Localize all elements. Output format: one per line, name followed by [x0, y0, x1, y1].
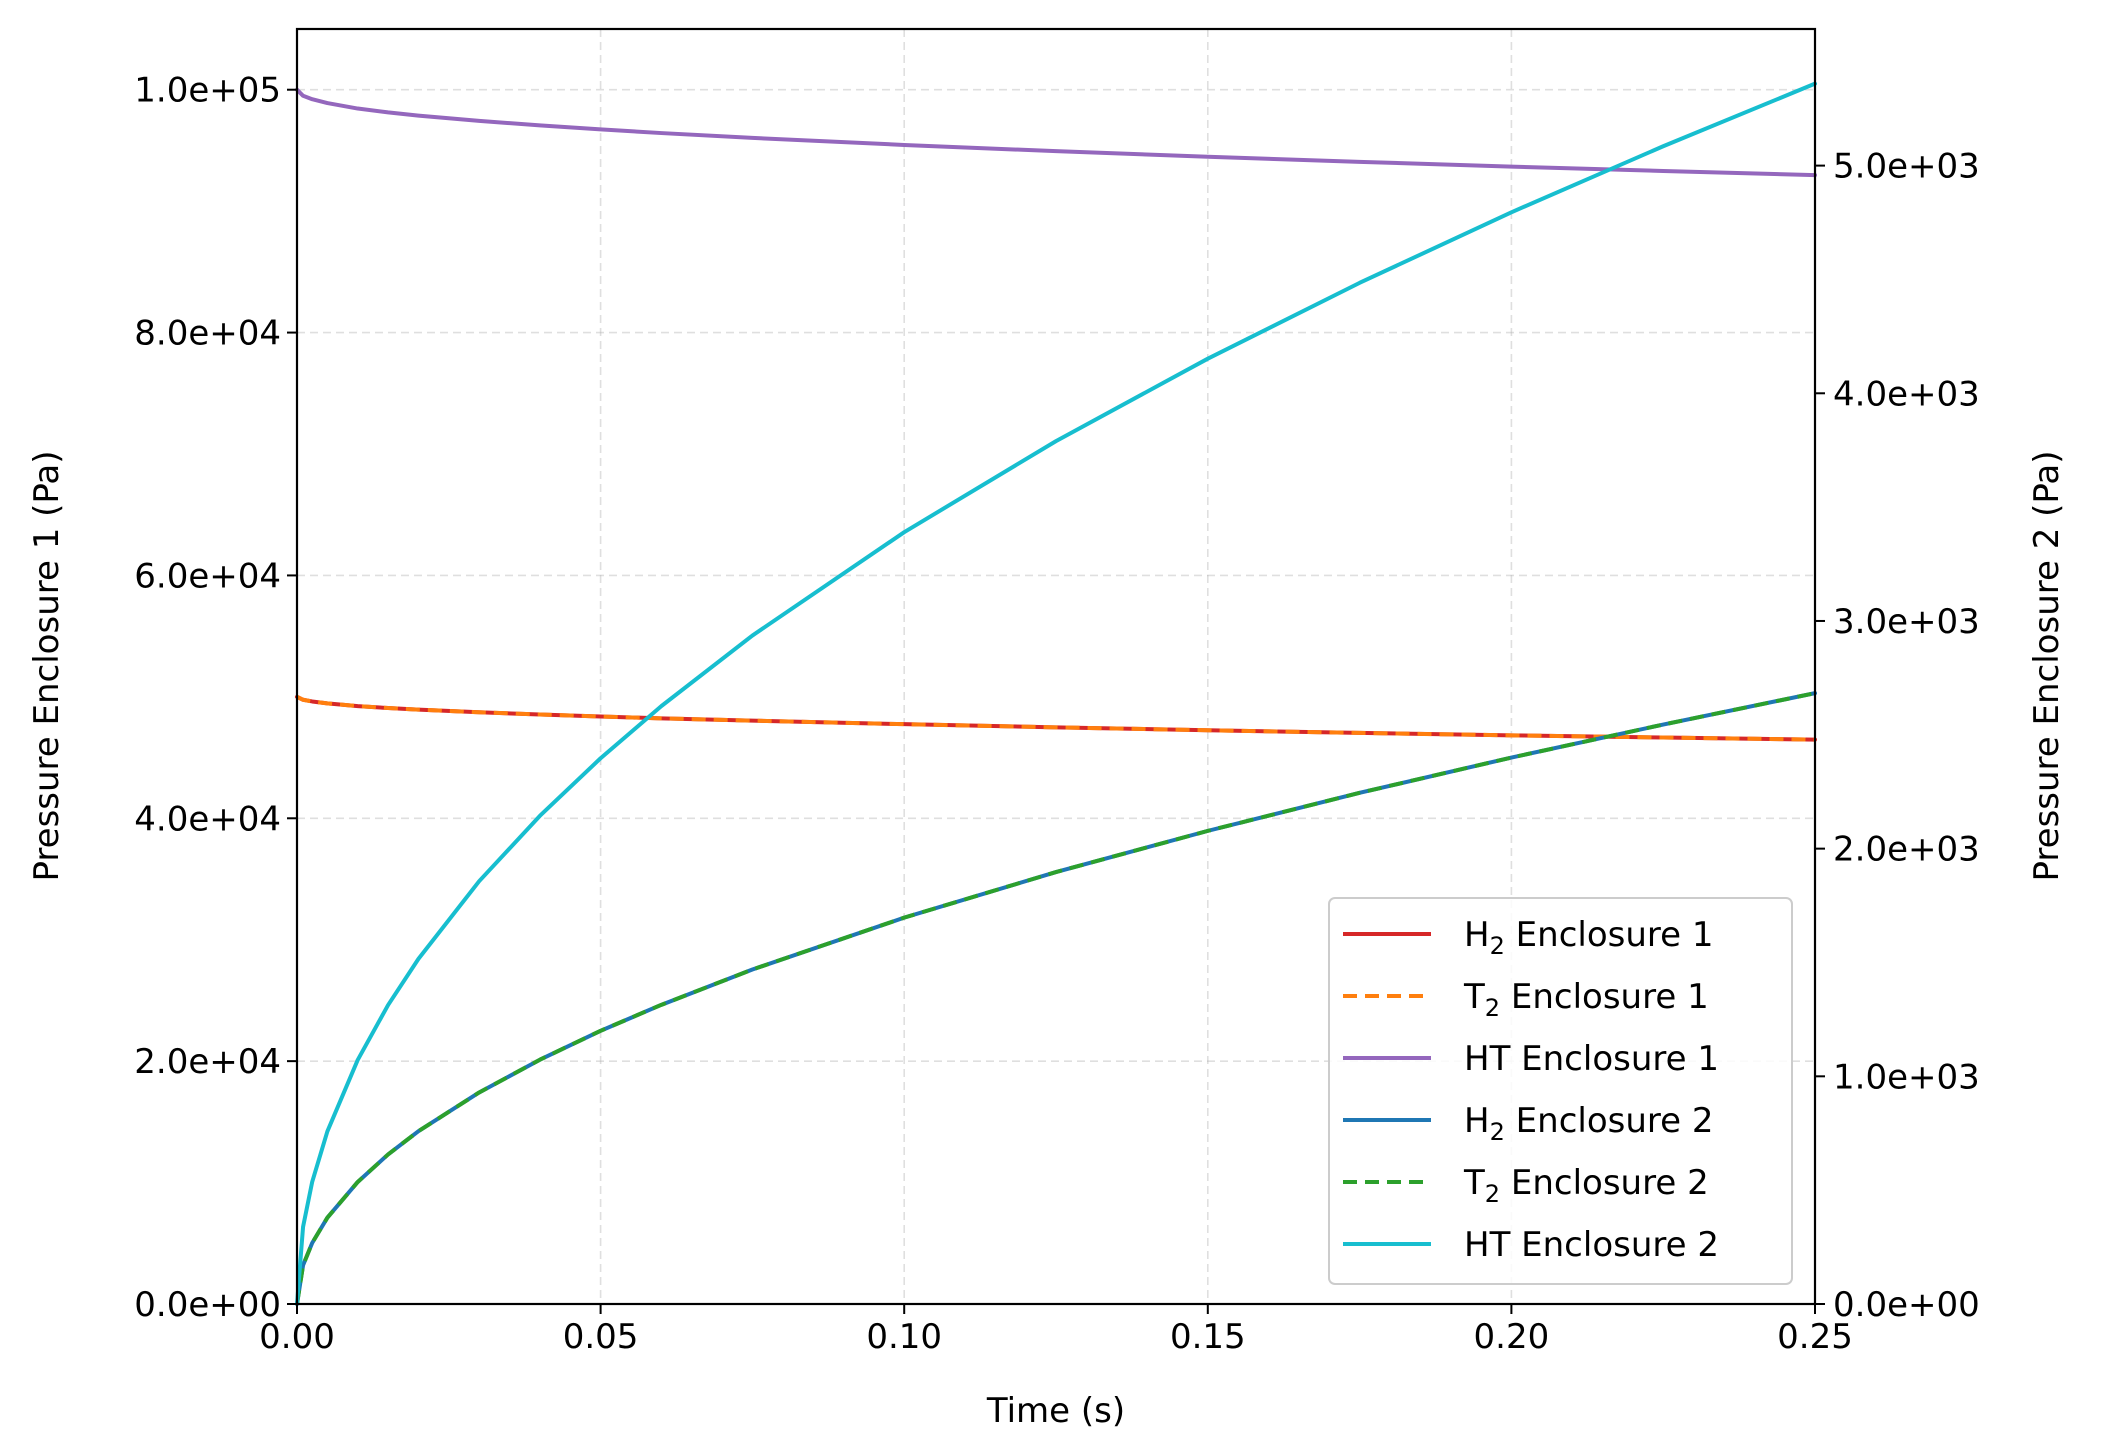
- series-line-4: [295, 691, 1816, 1305]
- legend-label-5: HT Enclosure 2: [1464, 1225, 1719, 1265]
- legend-box: [1328, 897, 1793, 1285]
- x-tick-label-3: 0.15: [1170, 1317, 1246, 1357]
- y-left-tick-label-1: 2.0e+04: [134, 1042, 281, 1082]
- legend-items: H2 Enclosure 1 T2 Enclosure 1 HT Enclosure…: [1343, 915, 1719, 1265]
- axis-layer: 0.00 0.05 0.10 0.15 0.20 0.250.0e+002.0e+044.…: [134, 71, 1980, 1357]
- series-line-0: [295, 694, 1817, 742]
- x-tick-label-0: 0.00: [259, 1317, 335, 1357]
- legend-label-3: H2 Enclosure 2: [1464, 1101, 1714, 1146]
- legend-label-4: T2 Enclosure 2: [1463, 1163, 1709, 1208]
- x-axis-label: Time (s): [986, 1391, 1125, 1431]
- legend-label-2: HT Enclosure 1: [1464, 1039, 1719, 1079]
- series-line-2: [295, 87, 1817, 178]
- x-tick-label-2: 0.10: [866, 1317, 942, 1357]
- y-left-tick-label-3: 6.0e+04: [134, 556, 281, 596]
- y-right-tick-label-0: 0.0e+00: [1833, 1285, 1980, 1325]
- legend: H2 Enclosure 1 T2 Enclosure 1 HT Enclosure…: [1328, 897, 1793, 1285]
- x-tick-label-5: 0.25: [1777, 1317, 1853, 1357]
- x-tick-label-4: 0.20: [1474, 1317, 1550, 1357]
- y-axis-label-right: Pressure Enclosure 2 (Pa): [2027, 451, 2067, 882]
- y-right-tick-label-1: 1.0e+03: [1833, 1057, 1980, 1097]
- legend-label-0: H2 Enclosure 1: [1464, 915, 1714, 960]
- y-right-tick-label-5: 5.0e+03: [1833, 147, 1980, 187]
- series-line-1: [296, 695, 1816, 742]
- y-axis-label-left: Pressure Enclosure 1 (Pa): [27, 451, 67, 882]
- y-left-tick-label-5: 1.0e+05: [134, 71, 281, 111]
- y-right-tick-label-3: 3.0e+03: [1833, 602, 1980, 642]
- series-layer: [295, 81, 1817, 1306]
- legend-label-1: T2 Enclosure 1: [1463, 977, 1709, 1022]
- y-left-tick-label-4: 8.0e+04: [134, 314, 281, 354]
- y-left-tick-label-2: 4.0e+04: [134, 799, 281, 839]
- y-right-tick-label-2: 2.0e+03: [1833, 830, 1980, 870]
- y-right-tick-label-4: 4.0e+03: [1833, 374, 1980, 414]
- x-tick-label-1: 0.05: [563, 1317, 639, 1357]
- series-line-5: [295, 81, 1817, 1306]
- y-left-tick-label-0: 0.0e+00: [134, 1285, 281, 1325]
- plot-frame: [295, 27, 1817, 1306]
